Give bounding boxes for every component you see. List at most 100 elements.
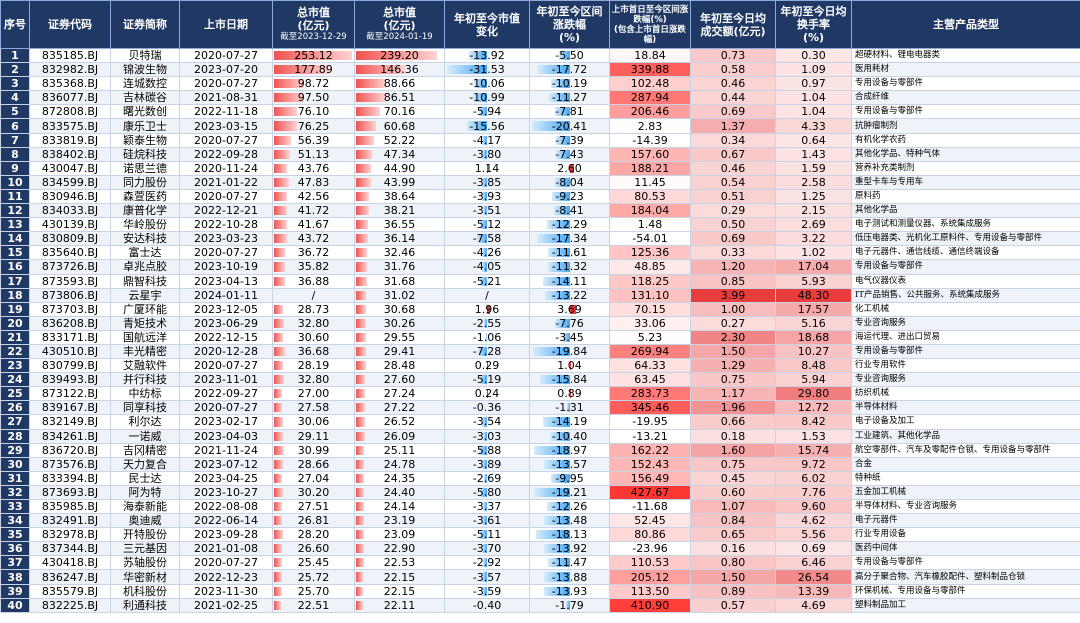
cell-name: 并行科技 bbox=[110, 372, 180, 388]
cell-mcap1: 76.10 bbox=[272, 104, 355, 120]
cell-mcap-chg: -10.99 bbox=[444, 90, 530, 106]
cell-first-day: 410.90 bbox=[609, 597, 691, 613]
mcap-bar bbox=[274, 346, 286, 357]
header-mcap1-sub: 截至2023-12-29 bbox=[280, 32, 347, 42]
cell-code: 872808.BJ bbox=[29, 104, 111, 120]
cell-idx: 10 bbox=[0, 174, 30, 190]
cell-first-day: 427.67 bbox=[609, 484, 691, 501]
cell-mcap1: 36.88 bbox=[272, 273, 355, 289]
cell-turnover: 0.45 bbox=[690, 470, 776, 486]
cell-idx: 30 bbox=[0, 456, 30, 472]
mcap-bar bbox=[274, 389, 283, 399]
header-mcap2: 总市值 (亿元) 截至2024-01-19 bbox=[354, 0, 445, 49]
mcap-bar bbox=[356, 65, 406, 75]
cell-rate: 17.57 bbox=[775, 301, 852, 317]
change-bar bbox=[483, 431, 487, 441]
header-rate-title: 年初至今日均换手率 bbox=[780, 5, 847, 31]
cell-first-day: 125.36 bbox=[609, 245, 691, 261]
cell-mcap-chg: -3.93 bbox=[444, 188, 530, 205]
mcap-bar bbox=[274, 558, 282, 568]
header-first-day: 上市首日至今区间涨跌幅(%) (包含上市首日涨跌幅) bbox=[609, 0, 691, 49]
cell-mcap2: 26.52 bbox=[354, 414, 445, 430]
mcap-bar bbox=[274, 375, 285, 385]
cell-interval: -1.31 bbox=[529, 400, 610, 416]
mcap-bar bbox=[356, 290, 367, 300]
cell-listing: 2020-07-27 bbox=[179, 132, 273, 148]
cell-mcap-chg: -3.57 bbox=[444, 569, 530, 585]
cell-product: 海运代理、进出口贸易 bbox=[851, 329, 1080, 345]
mcap-bar bbox=[274, 445, 284, 455]
cell-turnover: 0.84 bbox=[690, 513, 776, 529]
cell-mcap1: 26.60 bbox=[272, 541, 355, 557]
cell-mcap1: 30.60 bbox=[272, 329, 355, 345]
table-row: 5 872808.BJ 曙光数创 2022-11-18 76.10 70.16 -5.94-… bbox=[0, 104, 1080, 120]
cell-name: 利通科技 bbox=[110, 597, 180, 613]
cell-mcap2: 22.90 bbox=[354, 541, 445, 557]
cell-name: 颖泰生物 bbox=[110, 132, 180, 148]
table-row: 25 873122.BJ 中纺标 2022-09-27 27.00 27.24 0.24 0.… bbox=[0, 386, 1080, 402]
cell-interval: -18.13 bbox=[529, 527, 610, 543]
change-bar bbox=[482, 516, 487, 526]
cell-code: 836208.BJ bbox=[29, 315, 111, 331]
cell-product: 超硬材料、锂电电器类 bbox=[851, 47, 1080, 64]
cell-mcap2: 26.09 bbox=[354, 428, 445, 444]
cell-name: 曙光数创 bbox=[110, 104, 180, 120]
cell-name: 康乐卫士 bbox=[110, 118, 180, 134]
mcap-bar bbox=[356, 248, 367, 258]
cell-mcap2: 36.55 bbox=[354, 217, 445, 233]
header-interval: 年初至今区间涨跌幅 (%) bbox=[529, 0, 610, 49]
mcap-bar bbox=[356, 516, 364, 526]
mcap-bar bbox=[274, 487, 284, 497]
cell-code: 873122.BJ bbox=[29, 386, 111, 402]
change-bar bbox=[469, 51, 487, 61]
cell-name: 富士达 bbox=[110, 245, 180, 261]
mcap-bar bbox=[356, 149, 372, 159]
cell-idx: 39 bbox=[0, 583, 30, 599]
cell-interval: -3.45 bbox=[529, 329, 610, 345]
cell-mcap2: 31.02 bbox=[354, 287, 445, 303]
cell-mcap1: 22.51 bbox=[272, 597, 355, 613]
cell-mcap1: 41.67 bbox=[272, 217, 355, 233]
cell-rate: 7.76 bbox=[775, 484, 852, 501]
cell-mcap-chg: -5.94 bbox=[444, 104, 530, 120]
cell-idx: 25 bbox=[0, 386, 30, 402]
change-bar bbox=[482, 586, 487, 596]
mcap-bar bbox=[274, 516, 283, 526]
mcap-bar bbox=[274, 248, 286, 258]
change-bar bbox=[531, 121, 570, 131]
cell-product: IT产品销售、公共服务、系统集成服务 bbox=[851, 287, 1080, 303]
cell-rate: 18.68 bbox=[775, 329, 852, 345]
change-bar bbox=[479, 445, 487, 455]
mcap-bar bbox=[274, 65, 329, 75]
cell-mcap1: 32.80 bbox=[272, 315, 355, 331]
cell-code: 830799.BJ bbox=[29, 358, 111, 374]
table-row: 4 836077.BJ 吉林碳谷 2021-08-31 97.50 86.51 -10.99… bbox=[0, 90, 1080, 106]
change-bar bbox=[553, 206, 570, 216]
cell-idx: 31 bbox=[0, 470, 30, 486]
cell-code: 835985.BJ bbox=[29, 498, 111, 515]
mcap-bar bbox=[274, 600, 281, 610]
cell-listing: 2023-03-15 bbox=[179, 118, 273, 134]
cell-code: 835185.BJ bbox=[29, 47, 111, 64]
change-bar bbox=[563, 332, 570, 342]
cell-idx: 12 bbox=[0, 203, 30, 219]
cell-idx: 17 bbox=[0, 273, 30, 289]
cell-rate: 0.64 bbox=[775, 132, 852, 148]
cell-first-day: -23.96 bbox=[609, 541, 691, 557]
mcap-bar bbox=[356, 93, 386, 103]
cell-turnover: 1.29 bbox=[690, 358, 776, 374]
table-row: 37 430418.BJ 苏轴股份 2020-07-27 25.45 22.53 -2.92… bbox=[0, 555, 1080, 571]
cell-rate: 0.69 bbox=[775, 541, 852, 557]
cell-code: 832982.BJ bbox=[29, 62, 111, 78]
mcap-bar bbox=[274, 586, 282, 596]
cell-product: 原料药 bbox=[851, 188, 1080, 205]
change-bar bbox=[546, 502, 570, 512]
mcap-bar bbox=[356, 403, 366, 413]
cell-mcap-chg: -2.55 bbox=[444, 315, 530, 331]
cell-idx: 37 bbox=[0, 555, 30, 571]
mcap-bar bbox=[274, 149, 290, 159]
table-row: 12 834033.BJ 康普化学 2022-12-21 41.72 38.21 -3.51… bbox=[0, 203, 1080, 219]
table-row: 27 832149.BJ 利尔达 2023-02-17 30.06 26.52 -3.54-… bbox=[0, 414, 1080, 430]
cell-mcap-chg: -3.03 bbox=[444, 428, 530, 444]
cell-idx: 5 bbox=[0, 104, 30, 120]
